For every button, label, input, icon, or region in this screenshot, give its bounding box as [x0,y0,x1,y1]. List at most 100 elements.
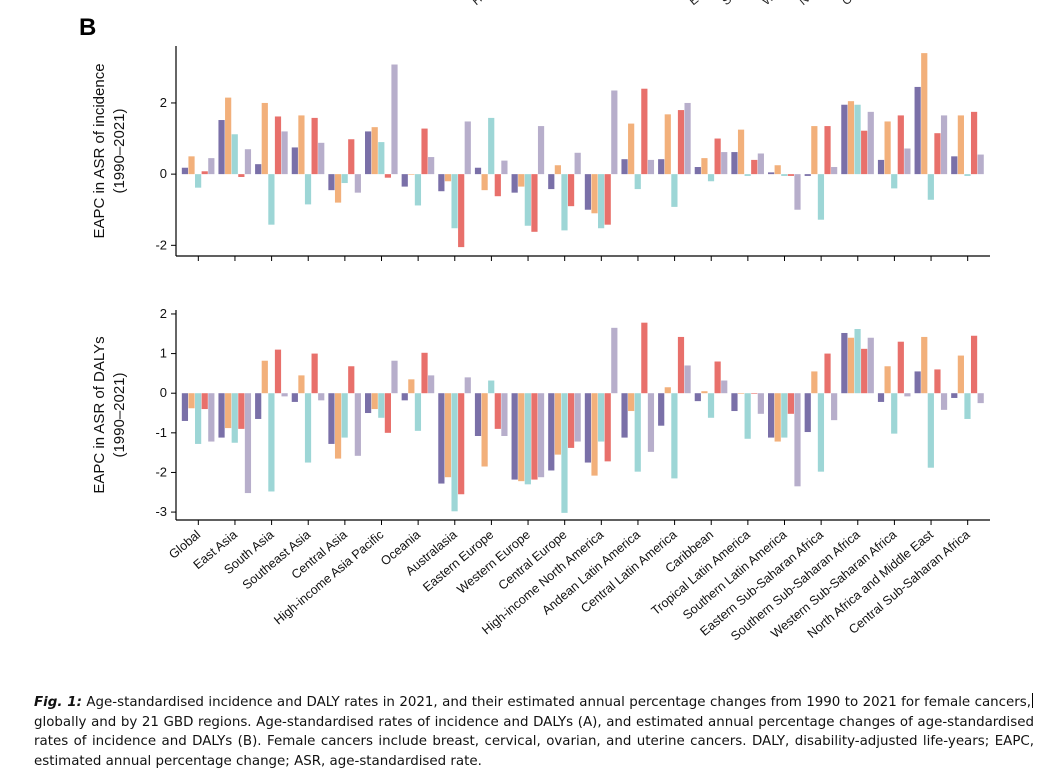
bar [218,120,225,175]
bar [401,174,408,187]
bar [384,393,391,433]
bar [218,393,225,438]
bar [611,327,618,394]
bar [951,393,958,398]
y-tick-label: -3 [155,504,167,519]
bar [897,341,904,394]
bar [957,355,964,394]
bar [311,117,318,175]
bar [847,337,855,394]
bar [621,393,628,438]
bar [970,335,978,394]
bar [464,121,471,175]
bar [318,142,325,175]
bar [391,360,398,394]
bar [877,159,885,175]
bar [311,353,318,394]
bar [391,64,398,175]
bar [518,393,525,482]
bar [684,365,691,394]
y-tick-label: -1 [155,425,167,440]
bar [804,174,811,176]
bar [195,174,202,188]
y-tick-label: 2 [160,306,167,321]
bar [751,159,758,175]
caption-text-part1: Age-standardised incidence and DALY rate… [81,695,1032,710]
bar [238,393,245,429]
bar [787,393,794,414]
bar [757,153,764,175]
bar [444,393,452,478]
bar [341,393,348,438]
bar [977,154,984,175]
bar [378,393,385,418]
bar [774,393,781,442]
bar [438,174,445,192]
bar [831,393,838,421]
bar [488,380,495,394]
bar [781,393,788,438]
bar [964,174,971,176]
bar [647,159,655,175]
bar [824,353,831,394]
caption-text-part2: globally and by 21 GBD regions. Age-stan… [34,714,1034,769]
bar [474,167,482,175]
bar [884,121,891,175]
bar [531,174,538,232]
bar [737,129,745,175]
bar [628,393,635,412]
bar [891,393,898,434]
bar [201,393,208,410]
bar [628,123,635,175]
bar [737,393,745,394]
bar [328,393,335,444]
bar [414,174,422,206]
bar [598,174,605,229]
bar [584,393,592,463]
bar [757,393,764,414]
bar [518,174,525,187]
bar [554,393,561,455]
bar [721,380,728,394]
bar [677,336,685,394]
bar [268,393,275,492]
bar [664,114,671,175]
bar [208,158,215,175]
bar [811,371,818,394]
bar [957,115,964,175]
bar [365,393,372,414]
bar [861,130,868,175]
bar [231,134,238,175]
bar [181,167,189,175]
bar [421,352,428,394]
bar [904,148,911,175]
bar [225,97,232,175]
bar [641,88,648,175]
y-axis-title: EAPC in ASR of incidence [91,63,108,238]
bar [744,393,751,439]
bar [188,393,195,409]
bar [341,174,348,184]
bar [511,393,518,480]
bar [231,393,238,443]
bar [854,329,861,394]
y-axis-subtitle: (1990–2021) [111,108,128,193]
bar [854,104,861,175]
bar [438,393,445,484]
bar [348,139,355,175]
bar [904,393,911,397]
bar [817,393,825,472]
bar [365,131,372,175]
bar [225,393,232,429]
bar [414,393,422,431]
caption-label: Fig. 1: [34,695,82,710]
y-tick-label: 1 [160,346,167,361]
bar [671,393,678,479]
bar [334,174,342,203]
bar [201,171,208,175]
bar [977,393,984,404]
bar [474,393,482,436]
panel-label: B [79,14,97,41]
bar [261,360,268,394]
bar [970,111,978,175]
